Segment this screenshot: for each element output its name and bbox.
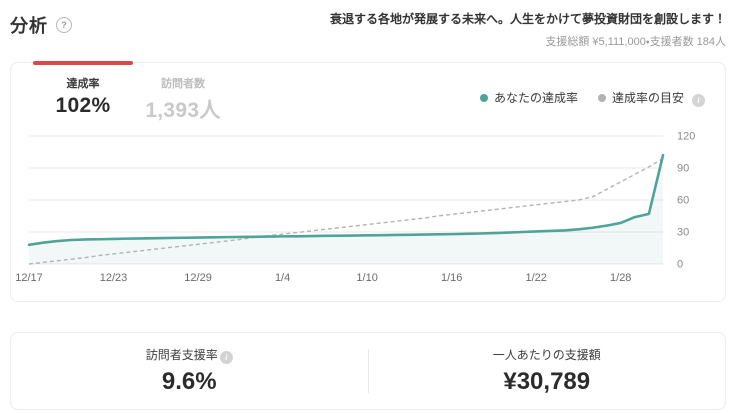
svg-text:120: 120 xyxy=(677,131,695,143)
stat-label: 一人あたりの支援額 xyxy=(492,348,601,362)
vertical-divider xyxy=(367,349,369,393)
stat-label: 訪問者支援率 xyxy=(145,348,218,362)
svg-text:0: 0 xyxy=(677,259,683,271)
svg-text:12/23: 12/23 xyxy=(100,272,128,284)
tab-visitors[interactable]: 訪問者数 1,393人 xyxy=(133,75,233,124)
tab-label: 達成率 xyxy=(66,78,100,90)
page-title: 分析 xyxy=(10,16,48,36)
svg-text:30: 30 xyxy=(677,227,689,239)
tab-value: 102% xyxy=(55,94,111,117)
page-header: 分析 ? 衰退する各地が発展する未来へ。人生をかけて夢投資財団を創設します！ 支… xyxy=(10,8,726,54)
chart-legend: あなたの達成率 達成率の目安 i xyxy=(479,89,705,107)
tab-label: 訪問者数 xyxy=(161,78,205,90)
legend-item-your-rate: あなたの達成率 xyxy=(479,89,578,106)
bottom-stats-card: 訪問者支援率 i 9.6% 一人あたりの支援額 ¥30,789 xyxy=(10,332,726,410)
legend-label: あなたの達成率 xyxy=(493,91,578,105)
teal-dot-icon xyxy=(479,93,488,102)
stat-value: 9.6% xyxy=(161,368,217,395)
chart-area[interactable]: 0 30 60 90 120 12/17 12/23 12/29 1/4 1/10 1/16 1/22… xyxy=(11,128,725,290)
legend-label: 達成率の目安 xyxy=(611,91,684,105)
tab-achievement-rate[interactable]: 達成率 102% xyxy=(33,75,133,124)
project-title: 衰退する各地が発展する未来へ。人生をかけて夢投資財団を創設します！ xyxy=(329,12,726,26)
svg-text:1/4: 1/4 xyxy=(275,272,290,284)
active-tab-indicator xyxy=(33,61,133,65)
stat-support-per-person: 一人あたりの支援額 ¥30,789 xyxy=(369,346,726,396)
achievement-chart: 0 30 60 90 120 12/17 12/23 12/29 1/4 1/10 1/16 1/22… xyxy=(15,131,695,285)
svg-text:90: 90 xyxy=(677,163,689,175)
info-icon[interactable]: i xyxy=(219,351,233,364)
legend-item-guideline: 達成率の目安 i xyxy=(597,89,705,107)
svg-text:1/22: 1/22 xyxy=(525,272,546,284)
svg-text:12/17: 12/17 xyxy=(15,272,43,284)
stat-value: ¥30,789 xyxy=(503,368,591,395)
svg-text:12/29: 12/29 xyxy=(184,272,212,284)
analytics-card: 達成率 102% 訪問者数 1,393人 あなたの達成率 達成率の目安 i 0 3… xyxy=(10,61,726,302)
svg-text:60: 60 xyxy=(677,195,689,207)
svg-text:1/16: 1/16 xyxy=(441,272,462,284)
stat-visitor-support-rate: 訪問者支援率 i 9.6% xyxy=(11,346,368,396)
tab-value: 1,393人 xyxy=(145,99,221,122)
info-icon[interactable]: i xyxy=(692,94,705,107)
svg-text:1/28: 1/28 xyxy=(610,272,631,284)
project-stats: 支援総額 ¥5,111,000・支援者数 184人 xyxy=(545,36,726,48)
help-icon[interactable]: ? xyxy=(56,17,72,33)
svg-text:1/10: 1/10 xyxy=(356,272,377,284)
metric-tabs: 達成率 102% 訪問者数 1,393人 xyxy=(11,63,725,124)
gray-dot-icon xyxy=(597,93,606,102)
